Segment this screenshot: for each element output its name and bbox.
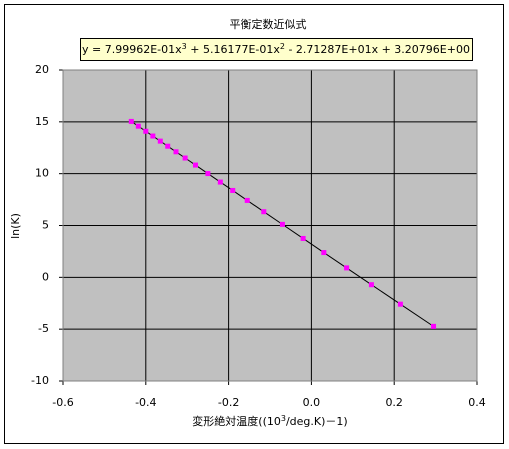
y-tick-label: 20 — [35, 63, 49, 76]
text-part: 変形絶対温度((10 — [192, 414, 281, 428]
text-part: - 2.71287E+01x + 3.20796E+00 — [285, 43, 470, 56]
superscript: 3 — [182, 42, 187, 51]
x-axis-label: 変形絶対温度((103/deg.K)－1) — [192, 414, 347, 429]
y-tick-label: 0 — [42, 270, 49, 283]
marker — [397, 301, 403, 307]
y-tick-label: 15 — [35, 115, 49, 128]
plot-border — [62, 69, 478, 382]
marker — [173, 149, 179, 155]
chart-title: 平衡定数近似式 — [230, 17, 307, 31]
x-tick-label: -0.4 — [135, 396, 156, 409]
marker — [128, 118, 134, 124]
marker — [135, 123, 141, 129]
superscript: 3 — [281, 414, 286, 423]
marker — [368, 282, 374, 288]
marker — [431, 323, 437, 329]
marker — [205, 171, 211, 177]
marker — [165, 143, 171, 149]
marker — [150, 133, 156, 139]
x-tick-label: -0.2 — [218, 396, 239, 409]
marker — [300, 235, 306, 241]
marker — [192, 162, 198, 168]
marker — [344, 265, 350, 271]
equation-box — [80, 38, 473, 61]
equation: y = 7.99962E-01x3 + 5.16177E-01x2 - 2.71… — [82, 42, 470, 57]
marker — [279, 221, 285, 227]
text-part: /deg.K)－1) — [286, 415, 348, 428]
x-tick-label: 0.2 — [385, 396, 403, 409]
marker — [182, 155, 188, 161]
text-part: + 5.16177E-01x — [187, 43, 281, 56]
marker — [143, 128, 149, 134]
marker — [217, 179, 223, 185]
marker — [321, 250, 327, 256]
marker — [230, 187, 236, 193]
y-tick-label: 10 — [35, 167, 49, 180]
marker — [261, 209, 267, 215]
superscript: 2 — [280, 42, 285, 51]
text-part: y = 7.99962E-01x — [82, 43, 182, 56]
y-tick-label: 5 — [42, 219, 49, 232]
marker — [244, 197, 250, 203]
x-tick-label: -0.6 — [52, 396, 73, 409]
x-tick-label: 0.0 — [303, 396, 321, 409]
y-axis-label: ln(K) — [9, 213, 22, 239]
y-tick-label: -10 — [31, 374, 49, 387]
x-tick-label: 0.4 — [468, 396, 486, 409]
y-tick-label: -5 — [38, 322, 49, 335]
marker — [157, 138, 163, 144]
